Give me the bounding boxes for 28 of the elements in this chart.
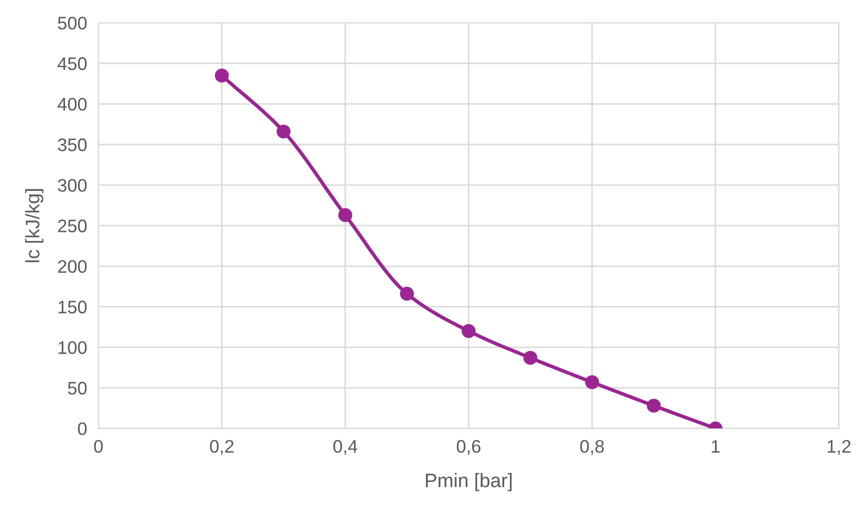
x-tick-label: 0,6	[456, 440, 480, 455]
y-tick-label: 400	[58, 98, 87, 111]
point	[585, 375, 600, 390]
y-tick-label: 150	[58, 300, 87, 314]
point	[214, 68, 229, 82]
x-axis-title: Pmin [bar]	[426, 473, 512, 492]
y-tick-label: 300	[58, 178, 87, 192]
y-tick-label: 100	[58, 341, 87, 354]
x-tick-label: 0,4	[333, 440, 358, 455]
x-tick-label: 0,2	[210, 440, 234, 455]
point	[400, 286, 414, 301]
x-tick-label: 1	[712, 440, 720, 453]
y-tick-label: 450	[58, 57, 87, 70]
y-tick-label: 500	[58, 16, 87, 30]
point	[276, 124, 290, 138]
x-tick-label: 0	[94, 440, 103, 453]
x-tick-label: 1,2	[828, 440, 851, 455]
y-tick-label: 50	[68, 382, 87, 395]
y-axis-title: lc [kJ/kg]	[25, 189, 44, 262]
point	[462, 324, 476, 338]
y-tick-label: 0	[78, 422, 87, 436]
y-tick-label: 350	[58, 138, 87, 152]
x-tick-label: 0,8	[580, 440, 604, 455]
y-tick-label: 200	[58, 260, 87, 273]
point	[523, 350, 538, 365]
point	[646, 398, 661, 413]
point	[338, 208, 352, 222]
y-tick-label: 250	[58, 220, 87, 232]
